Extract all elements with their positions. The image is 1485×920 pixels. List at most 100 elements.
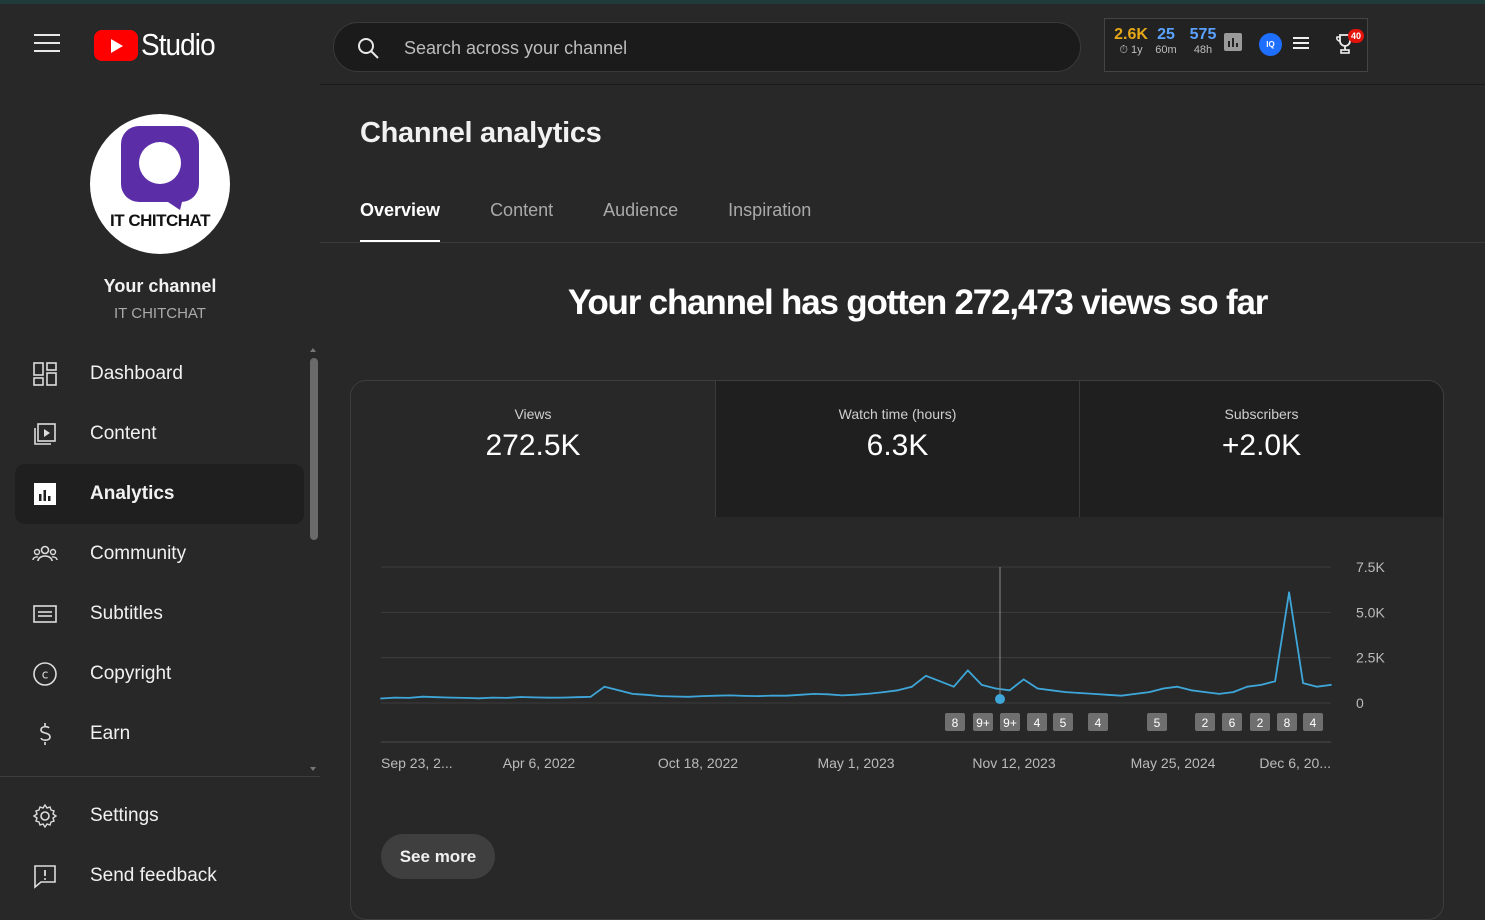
data-point — [380, 697, 382, 700]
see-more-button[interactable]: See more — [381, 834, 495, 879]
avatar-bubble-tail — [156, 194, 184, 210]
bar-chart-icon[interactable] — [1224, 33, 1242, 51]
sidebar-item-label: Community — [90, 543, 187, 564]
metric-label: Views — [514, 406, 552, 422]
sidebar-item-label: Dashboard — [90, 363, 183, 384]
data-point — [394, 696, 396, 699]
video-marker — [1250, 713, 1270, 731]
extension-stat-1y[interactable]: 2.6K ⏱ 1y — [1110, 26, 1152, 56]
tab-overview[interactable]: Overview — [360, 200, 441, 243]
data-point — [505, 697, 508, 699]
metric-value: 272.5K — [485, 429, 581, 462]
search-bar[interactable] — [333, 22, 1081, 72]
copyright-icon: c — [33, 662, 57, 686]
scroll-up-arrow[interactable] — [310, 348, 316, 352]
sidebar-item-subtitles[interactable]: Subtitles — [15, 584, 304, 644]
video-marker — [1303, 713, 1323, 731]
search-input[interactable] — [404, 36, 1044, 60]
video-marker — [1053, 713, 1073, 731]
tab-audience[interactable]: Audience — [603, 200, 679, 220]
scroll-down-arrow[interactable] — [310, 767, 316, 771]
sidebar-item-settings[interactable]: Settings — [15, 786, 304, 846]
y-tick-label: 5.0K — [1356, 604, 1385, 620]
extension-stat-48h[interactable]: 575 48h — [1187, 26, 1219, 56]
data-point — [1120, 694, 1123, 697]
video-marker-label: 4 — [1034, 716, 1041, 730]
video-marker-label: 2 — [1202, 716, 1209, 730]
tab-content[interactable]: Content — [490, 200, 554, 220]
video-marker — [1222, 713, 1242, 731]
y-tick-label: 7.5K — [1356, 559, 1385, 575]
video-marker-label: 2 — [1257, 716, 1264, 730]
metric-subscribers[interactable]: Subscribers +2.0K — [1079, 381, 1443, 517]
metric-views[interactable]: Views 272.5K — [351, 381, 715, 517]
data-point — [575, 696, 578, 699]
x-tick-label: May 1, 2023 — [817, 755, 894, 771]
video-marker-label: 9+ — [976, 716, 990, 730]
analytics-icon — [34, 483, 56, 505]
data-point — [855, 693, 857, 696]
avatar-text: IT CHITCHAT — [110, 211, 210, 230]
top-bar: Studio 2.6K ⏱ 1y 25 60m 575 48h IQ 40 — [0, 4, 1485, 84]
video-marker-label: 4 — [1310, 716, 1317, 730]
sidebar-item-community[interactable]: Community — [15, 524, 304, 584]
logo-text: Studio — [141, 27, 216, 62]
data-point — [1134, 693, 1137, 695]
data-point — [1204, 691, 1207, 693]
sidebar-scrollbar[interactable] — [310, 358, 318, 540]
channel-avatar[interactable]: IT CHITCHAT — [90, 114, 230, 254]
views-chart[interactable]: 7.5K 5.0K 2.5K 0 8 9+ 9+ 4 5 4 5 2 6 2 8 4 Sep 23, 2... A… — [351, 517, 1444, 847]
tabs-divider — [320, 242, 1485, 243]
data-point — [1316, 685, 1318, 688]
metric-value: +2.0K — [1221, 429, 1302, 462]
data-point — [771, 694, 774, 697]
sidebar-item-content[interactable]: Content — [15, 404, 304, 464]
data-point — [729, 694, 732, 697]
x-tick-label: Oct 18, 2022 — [658, 755, 738, 771]
community-icon — [32, 545, 58, 562]
clock-icon: ⏱ — [1119, 44, 1128, 56]
stat-label: 60m — [1155, 44, 1177, 56]
stat-label: ⏱ 1y — [1110, 44, 1152, 56]
stat-label: 48h — [1193, 44, 1213, 56]
data-point — [1148, 691, 1151, 693]
data-point — [1036, 687, 1039, 690]
views-series-line — [380, 591, 1332, 700]
sidebar-item-feedback[interactable]: Send feedback — [15, 846, 304, 906]
video-marker-label: 4 — [1095, 716, 1102, 730]
video-marker — [1277, 713, 1297, 731]
extension-stat-60m[interactable]: 25 60m — [1151, 26, 1181, 56]
x-tick-label: Apr 6, 2022 — [503, 755, 576, 771]
tab-inspiration[interactable]: Inspiration — [728, 200, 812, 220]
data-point — [911, 685, 913, 688]
data-point — [1078, 692, 1081, 694]
video-marker — [1000, 713, 1020, 731]
content-icon — [34, 423, 56, 445]
video-marker-label: 8 — [1284, 716, 1291, 730]
data-point — [827, 693, 829, 696]
extension-menu-icon[interactable] — [1293, 37, 1309, 52]
search-icon[interactable] — [356, 36, 380, 60]
data-point — [1190, 689, 1193, 692]
y-tick-label: 0 — [1356, 695, 1364, 711]
data-point — [561, 696, 564, 699]
sidebar-item-earn[interactable]: Earn — [15, 704, 304, 764]
menu-icon[interactable] — [34, 34, 60, 54]
studio-logo[interactable]: Studio — [94, 27, 223, 63]
data-point — [1288, 591, 1290, 594]
sidebar-item-analytics[interactable]: Analytics — [15, 464, 304, 524]
data-point — [966, 669, 969, 672]
sidebar-item-copyright[interactable]: c Copyright — [15, 644, 304, 704]
data-point — [1064, 691, 1067, 693]
iq-icon[interactable]: IQ — [1259, 33, 1282, 56]
overview-card: Views 272.5K Watch time (hours) 6.3K Sub… — [350, 380, 1444, 920]
sidebar-item-dashboard[interactable]: Dashboard — [15, 344, 304, 404]
data-point — [1274, 680, 1276, 683]
x-tick-label: May 25, 2024 — [1131, 755, 1216, 771]
video-marker — [1027, 713, 1047, 731]
main-content: Channel analytics Overview Content Audie… — [320, 84, 1485, 920]
earn-icon — [40, 723, 51, 745]
sidebar-item-label: Settings — [90, 805, 159, 826]
video-marker-label: 6 — [1229, 716, 1236, 730]
metric-watch-time[interactable]: Watch time (hours) 6.3K — [715, 381, 1079, 517]
